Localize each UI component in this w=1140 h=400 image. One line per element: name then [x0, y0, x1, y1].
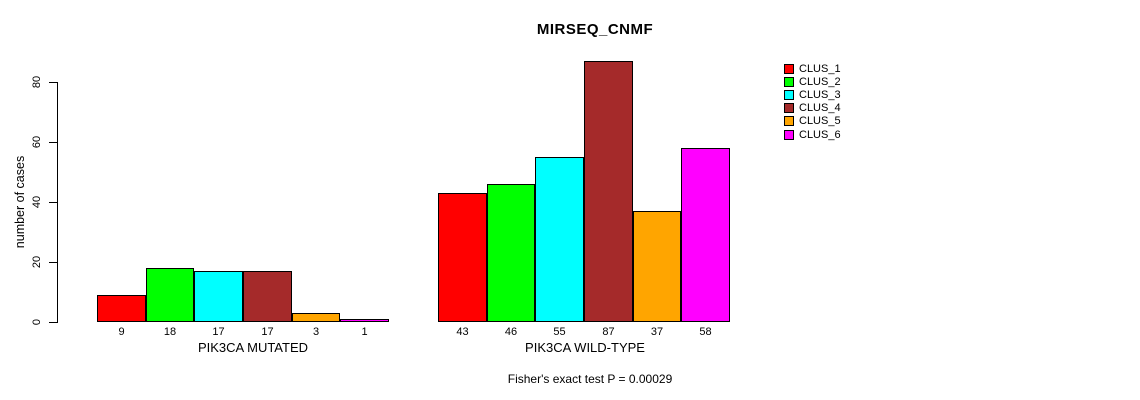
bar-clus_3 [194, 271, 243, 322]
bar-clus_1 [438, 193, 487, 322]
legend-item-clus_3: CLUS_3 [784, 88, 841, 101]
y-tick-mark [49, 202, 57, 203]
bar-value-label: 58 [699, 326, 712, 338]
bar-value-label: 1 [361, 326, 368, 338]
legend-swatch-clus_6 [784, 129, 794, 140]
bar-clus_4 [243, 271, 292, 322]
y-tick-mark [49, 322, 57, 323]
y-tick-mark [49, 262, 57, 263]
bar-value-label: 17 [212, 326, 225, 338]
bar-value-label: 46 [504, 326, 518, 338]
legend-item-clus_4: CLUS_4 [784, 102, 841, 115]
legend-swatch-clus_3 [784, 89, 794, 100]
fisher-test-annotation: Fisher's exact test P = 0.00029 [507, 372, 673, 386]
y-tick-mark [49, 82, 57, 83]
legend-item-clus_6: CLUS_6 [784, 128, 841, 141]
y-tick-label: 80 [31, 75, 43, 89]
y-tick-label: 20 [31, 255, 43, 269]
bar-clus_2 [146, 268, 194, 322]
y-axis-line [57, 82, 58, 323]
legend-item-clus_2: CLUS_2 [784, 75, 841, 88]
y-tick-label: 0 [31, 318, 43, 326]
legend-swatch-clus_1 [784, 63, 794, 74]
bar-clus_3 [535, 157, 584, 322]
y-tick-mark [49, 142, 57, 143]
legend-label: CLUS_3 [799, 88, 841, 101]
bar-clus_5 [292, 313, 340, 322]
legend-label: CLUS_5 [799, 115, 841, 128]
legend-swatch-clus_5 [784, 116, 794, 127]
bar-value-label: 43 [456, 326, 469, 338]
bar-clus_6 [681, 148, 730, 322]
bar-value-label: 17 [261, 326, 274, 338]
y-axis-label: number of cases [13, 155, 27, 249]
bar-value-label: 87 [602, 326, 615, 338]
chart-title: MIRSEQ_CNMF [536, 21, 654, 38]
y-tick-label: 40 [31, 195, 43, 209]
legend-label: CLUS_6 [799, 128, 841, 141]
legend-swatch-clus_4 [784, 103, 794, 114]
bar-value-label: 9 [118, 326, 125, 338]
bar-clus_4 [584, 61, 633, 322]
legend-item-clus_1: CLUS_1 [784, 62, 841, 75]
bar-value-label: 18 [163, 326, 177, 338]
bar-value-label: 55 [553, 326, 566, 338]
bar-value-label: 37 [650, 326, 664, 338]
legend-label: CLUS_2 [799, 75, 841, 88]
bar-clus_2 [487, 184, 535, 322]
bar-clus_1 [97, 295, 146, 322]
x-axis-group-label: PIK3CA WILD-TYPE [525, 340, 645, 355]
legend-label: CLUS_4 [799, 102, 841, 115]
bar-value-label: 3 [312, 326, 320, 338]
legend-item-clus_5: CLUS_5 [784, 115, 841, 128]
legend-swatch-clus_2 [784, 76, 794, 87]
x-axis-group-label: PIK3CA MUTATED [197, 340, 309, 355]
bar-clus_5 [633, 211, 681, 322]
bar-clus_6 [340, 319, 389, 322]
legend-label: CLUS_1 [799, 62, 841, 75]
y-tick-label: 60 [31, 135, 43, 149]
